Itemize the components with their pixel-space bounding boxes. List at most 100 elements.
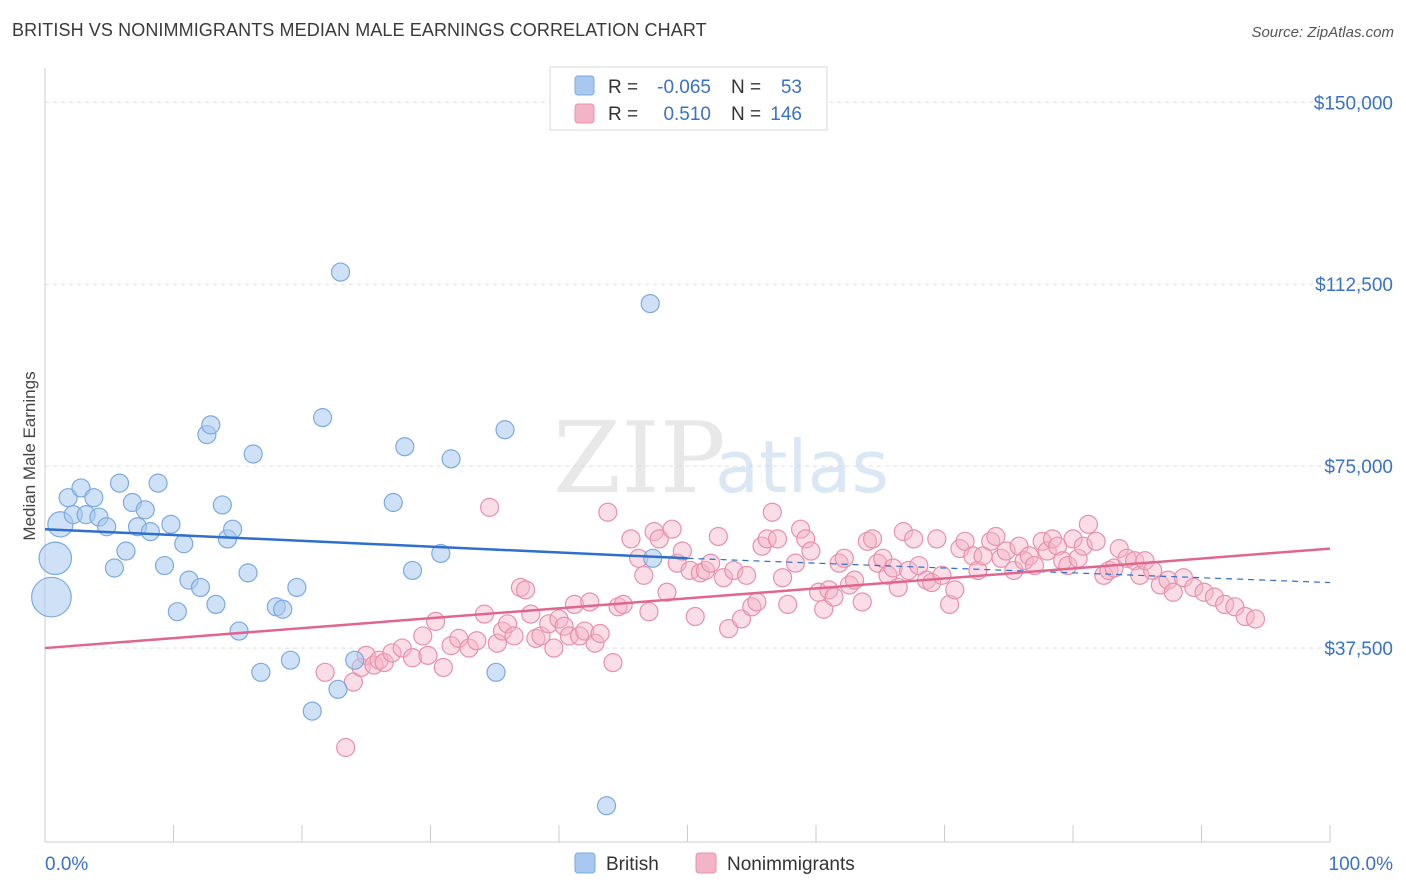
nonimmigrants-point xyxy=(544,638,564,658)
british-point xyxy=(38,541,73,576)
nonimmigrants-point xyxy=(1109,539,1129,559)
british-point xyxy=(206,594,226,615)
legend-n-label-british: N = xyxy=(731,77,761,98)
nonimmigrants-point xyxy=(402,648,423,668)
nonimmigrants-point xyxy=(510,577,531,598)
nonimmigrants-point xyxy=(713,568,734,588)
nonimmigrants-point xyxy=(857,531,878,551)
legend-swatch-nonimmigrants xyxy=(574,103,595,124)
nonimmigrants-point xyxy=(315,662,335,682)
british-point xyxy=(251,662,271,682)
nonimmigrants-point xyxy=(824,587,844,607)
british-point xyxy=(223,519,243,539)
nonimmigrants-point xyxy=(898,560,919,581)
british-point xyxy=(201,415,221,435)
nonimmigrants-point xyxy=(932,565,952,585)
nonimmigrants-point xyxy=(757,529,777,549)
legend-r-label-british: R = xyxy=(608,77,638,98)
british-point xyxy=(71,478,91,498)
nonimmigrants-point xyxy=(893,522,913,542)
nonimmigrants-point xyxy=(418,645,438,665)
y-tick-label-1: $75,000 xyxy=(1324,457,1393,478)
nonimmigrants-points xyxy=(315,497,1266,758)
nonimmigrants-point xyxy=(526,628,546,648)
nonimmigrants-point xyxy=(963,546,983,566)
nonimmigrants-point xyxy=(778,594,798,615)
bottom-legend-label-british: British xyxy=(606,854,659,875)
nonimmigrants-point xyxy=(382,643,402,663)
nonimmigrants-point xyxy=(515,580,536,600)
nonimmigrants-point xyxy=(904,529,924,549)
british-point xyxy=(495,420,515,440)
nonimmigrants-point xyxy=(554,616,574,636)
british-point xyxy=(312,408,333,428)
nonimmigrants-point xyxy=(639,602,659,622)
nonimmigrants-point xyxy=(559,626,579,646)
axes xyxy=(44,68,1331,843)
nonimmigrants-point xyxy=(1135,551,1155,571)
british-point xyxy=(345,650,365,670)
nonimmigrants-point xyxy=(590,623,610,644)
nonimmigrants-point xyxy=(724,560,744,581)
british-point xyxy=(287,577,307,598)
nonimmigrants-point xyxy=(945,580,965,600)
nonimmigrants-point xyxy=(580,592,600,612)
y-tick-label-3: $150,000 xyxy=(1314,93,1393,114)
nonimmigrants-point xyxy=(1184,577,1204,598)
nonimmigrants-point xyxy=(413,626,433,646)
nonimmigrants-point xyxy=(1019,546,1039,566)
legend-n-value-nonimmigrants: 146 xyxy=(770,104,802,125)
x-tick-label-1: 100.0% xyxy=(1329,854,1394,875)
nonimmigrants-point xyxy=(767,529,788,549)
nonimmigrants-point xyxy=(336,737,356,758)
legend-n-label-nonimmigrants: N = xyxy=(731,104,761,125)
british-point xyxy=(643,548,663,568)
bottom-legend: British Nonimmigrants xyxy=(574,852,855,875)
nonimmigrants-point xyxy=(927,529,947,549)
british-point xyxy=(243,444,263,464)
british-point xyxy=(328,679,348,699)
nonimmigrants-point xyxy=(772,568,793,588)
nonimmigrants-point xyxy=(708,526,728,547)
chart-title: BRITISH VS NONIMMIGRANTS MEDIAN MALE EAR… xyxy=(12,20,707,40)
nonimmigrants-point xyxy=(1078,514,1099,534)
nonimmigrants-point xyxy=(634,565,654,585)
nonimmigrants-point xyxy=(719,619,739,639)
nonimmigrants-point xyxy=(1047,536,1068,556)
nonimmigrants-point xyxy=(1163,582,1183,602)
nonimmigrants-point xyxy=(862,529,883,549)
nonimmigrants-point xyxy=(1173,568,1194,588)
british-point xyxy=(273,599,293,619)
nonimmigrants-point xyxy=(1037,541,1057,561)
legend: R = -0.065 N = 53 R = 0.510 N = 146 xyxy=(549,66,828,131)
nonimmigrants-point xyxy=(598,502,618,522)
british-points xyxy=(31,262,663,816)
nonimmigrants-point xyxy=(986,526,1006,547)
nonimmigrants-point xyxy=(940,594,960,615)
british-point xyxy=(238,563,258,583)
nonimmigrants-point xyxy=(657,582,677,602)
british-point xyxy=(167,602,187,622)
x-tick-label-0: 0.0% xyxy=(45,854,88,875)
y-tick-label-0: $37,500 xyxy=(1324,639,1393,660)
british-point xyxy=(302,701,322,721)
bottom-legend-label-nonimmigrants: Nonimmigrants xyxy=(727,854,855,875)
nonimmigrants-point xyxy=(1204,587,1224,607)
nonimmigrants-point xyxy=(701,553,721,573)
nonimmigrants-point xyxy=(996,541,1016,561)
watermark-zip: ZIP xyxy=(553,402,726,516)
legend-swatch-british xyxy=(574,75,595,96)
nonimmigrants-point xyxy=(685,606,705,627)
legend-r-value-british: -0.065 xyxy=(657,77,711,98)
nonimmigrants-point xyxy=(539,614,559,634)
british-point xyxy=(140,522,160,542)
watermark: ZIP atlas xyxy=(553,402,889,516)
british-point xyxy=(116,541,136,561)
nonimmigrants-point xyxy=(801,541,821,561)
nonimmigrants-point xyxy=(459,638,479,658)
nonimmigrants-point xyxy=(690,563,710,583)
british-point xyxy=(31,576,72,618)
source-label: Source: ZipAtlas.com xyxy=(1251,24,1394,41)
nonimmigrants-point xyxy=(1009,536,1029,556)
